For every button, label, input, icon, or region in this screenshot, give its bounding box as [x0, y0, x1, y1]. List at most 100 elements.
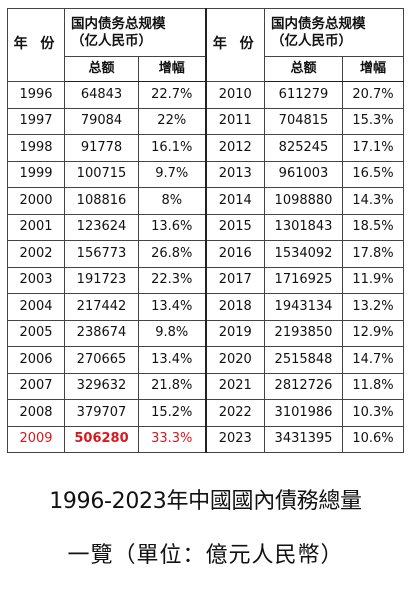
left-year-cell: 2004 [7, 293, 65, 321]
debt-scale-header-right-title: 国内债务总规模 [271, 15, 366, 32]
right-year-cell: 2020 [205, 346, 265, 374]
left-year-cell: 1997 [7, 107, 65, 135]
right-growth-cell: 16.5% [342, 160, 404, 188]
left-year-cell: 2002 [7, 240, 65, 268]
right-year-cell: 2013 [205, 160, 265, 188]
right-total-cell: 1943134 [264, 293, 343, 321]
left-total-cell: 79084 [64, 107, 139, 135]
debt-scale-header-left-unit: （亿人民币） [71, 32, 152, 49]
right-total-cell: 961003 [264, 160, 343, 188]
left-growth-cell: 13.6% [138, 213, 207, 241]
left-total-cell: 64843 [64, 81, 139, 109]
right-total-cell: 2193850 [264, 319, 343, 347]
table-row: 2008 379707 15.2% 2022 3101986 10.3% [7, 399, 404, 427]
table-row: 2002 156773 26.8% 2016 1534092 17.8% [7, 240, 404, 268]
right-growth-cell: 15.3% [342, 107, 404, 135]
growth-header-right: 增幅 [342, 56, 404, 82]
table-row: 2007 329632 21.8% 2021 2812726 11.8% [7, 372, 404, 400]
left-growth-cell: 13.4% [138, 293, 207, 321]
left-total-cell: 156773 [64, 240, 139, 268]
right-growth-cell: 13.2% [342, 293, 404, 321]
right-year-cell: 2017 [205, 266, 265, 294]
right-growth-cell: 17.1% [342, 134, 404, 162]
right-growth-cell: 12.9% [342, 319, 404, 347]
right-growth-cell: 14.3% [342, 187, 404, 215]
table-row: 1999 100715 9.7% 2013 961003 16.5% [7, 160, 404, 188]
table-row: 1997 79084 22% 2011 704815 15.3% [7, 107, 404, 135]
table-row: 1998 91778 16.1% 2012 825245 17.1% [7, 134, 404, 162]
right-year-cell: 2021 [205, 372, 265, 400]
left-growth-cell: 8% [138, 187, 207, 215]
left-total-cell: 238674 [64, 319, 139, 347]
table-row: 2000 108816 8% 2014 1098880 14.3% [7, 187, 404, 215]
table-row: 2004 217442 13.4% 2018 1943134 13.2% [7, 293, 404, 321]
left-total-cell: 506280 [64, 425, 139, 453]
left-total-cell: 108816 [64, 187, 139, 215]
right-total-cell: 1098880 [264, 187, 343, 215]
left-growth-cell: 33.3% [138, 425, 207, 453]
right-growth-cell: 11.9% [342, 266, 404, 294]
right-growth-cell: 17.8% [342, 240, 404, 268]
left-year-cell: 1998 [7, 134, 65, 162]
year-column-header-right: 年 份 [205, 8, 265, 82]
left-total-cell: 270665 [64, 346, 139, 374]
right-year-cell: 2019 [205, 319, 265, 347]
right-total-cell: 3431395 [264, 425, 343, 453]
left-total-cell: 329632 [64, 372, 139, 400]
caption-title: 1996-2023年中國國內債務總量 [49, 489, 362, 514]
left-total-cell: 379707 [64, 399, 139, 427]
right-growth-cell: 10.3% [342, 399, 404, 427]
left-growth-cell: 15.2% [138, 399, 207, 427]
left-total-cell: 91778 [64, 134, 139, 162]
right-year-cell: 2016 [205, 240, 265, 268]
right-total-cell: 3101986 [264, 399, 343, 427]
left-growth-cell: 22% [138, 107, 207, 135]
right-total-cell: 1301843 [264, 213, 343, 241]
table-row: 2003 191723 22.3% 2017 1716925 11.9% [7, 266, 404, 294]
total-header-left: 总额 [64, 56, 139, 82]
table-row: 2001 123624 13.6% 2015 1301843 18.5% [7, 213, 404, 241]
debt-table-body: 1996 64843 22.7% 2010 611279 20.7% 1997 79084 22… [7, 81, 404, 453]
left-total-cell: 100715 [64, 160, 139, 188]
year-column-header-left: 年 份 [7, 8, 65, 82]
left-year-cell: 2006 [7, 346, 65, 374]
left-total-cell: 217442 [64, 293, 139, 321]
growth-header-left: 增幅 [138, 56, 207, 82]
right-total-cell: 2515848 [264, 346, 343, 374]
left-total-cell: 123624 [64, 213, 139, 241]
left-growth-cell: 22.3% [138, 266, 207, 294]
right-growth-cell: 14.7% [342, 346, 404, 374]
left-growth-cell: 13.4% [138, 346, 207, 374]
left-year-cell: 1996 [7, 81, 65, 109]
right-year-cell: 2010 [205, 81, 265, 109]
right-year-cell: 2023 [205, 425, 265, 453]
right-year-cell: 2011 [205, 107, 265, 135]
debt-scale-header-left-title: 国内债务总规模 [71, 15, 166, 32]
table-row: 1996 64843 22.7% 2010 611279 20.7% [7, 81, 404, 109]
right-growth-cell: 18.5% [342, 213, 404, 241]
left-year-cell: 2007 [7, 372, 65, 400]
right-total-cell: 2812726 [264, 372, 343, 400]
left-year-cell: 2005 [7, 319, 65, 347]
right-year-cell: 2018 [205, 293, 265, 321]
table-row: 2009 506280 33.3% 2023 3431395 10.6% [7, 425, 404, 453]
domestic-debt-table: 年 份 国内债务总规模 （亿人民币） 年 份 国内债务总规模 （亿人民币） 总额… [7, 8, 404, 453]
left-total-cell: 191723 [64, 266, 139, 294]
left-year-cell: 2000 [7, 187, 65, 215]
debt-scale-header-right-unit: （亿人民币） [271, 32, 352, 49]
right-total-cell: 704815 [264, 107, 343, 135]
table-row: 2006 270665 13.4% 2020 2515848 14.7% [7, 346, 404, 374]
right-year-cell: 2022 [205, 399, 265, 427]
debt-scale-header-right: 国内债务总规模 （亿人民币） [264, 8, 404, 57]
left-year-cell: 2003 [7, 266, 65, 294]
right-growth-cell: 20.7% [342, 81, 404, 109]
right-year-cell: 2015 [205, 213, 265, 241]
debt-scale-header-left: 国内债务总规模 （亿人民币） [64, 8, 207, 57]
right-total-cell: 1716925 [264, 266, 343, 294]
left-growth-cell: 21.8% [138, 372, 207, 400]
left-growth-cell: 9.8% [138, 319, 207, 347]
left-growth-cell: 16.1% [138, 134, 207, 162]
left-growth-cell: 9.7% [138, 160, 207, 188]
right-growth-cell: 10.6% [342, 425, 404, 453]
right-growth-cell: 11.8% [342, 372, 404, 400]
